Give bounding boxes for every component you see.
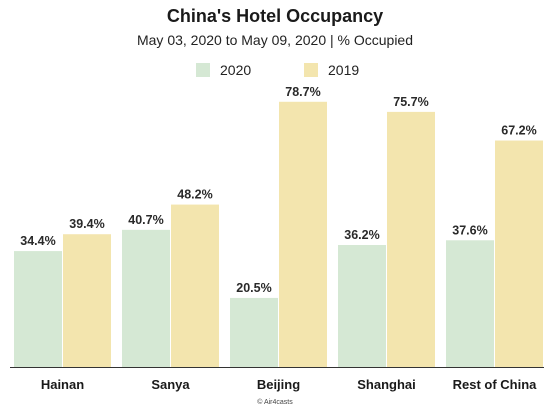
chart-title: China's Hotel Occupancy — [166, 6, 384, 26]
bar-sanya-2019 — [171, 204, 219, 367]
bar-shanghai-2020 — [338, 245, 386, 367]
data-label-rest-of-china-2019: 67.2% — [501, 124, 536, 138]
data-label-shanghai-2019: 75.7% — [393, 95, 428, 109]
legend-label-2019: 2019 — [328, 62, 360, 78]
data-label-shanghai-2020: 36.2% — [344, 228, 379, 242]
bar-beijing-2020 — [230, 297, 278, 367]
x-tick-label-beijing: Beijing — [257, 377, 300, 392]
bar-rest-of-china-2020 — [446, 240, 494, 367]
bar-hainan-2019 — [63, 234, 111, 367]
x-tick-label-hainan: Hainan — [41, 377, 84, 392]
data-label-rest-of-china-2020: 37.6% — [452, 223, 487, 237]
legend-label-2020: 2020 — [220, 62, 252, 78]
bar-beijing-2019 — [279, 101, 327, 367]
legend-item-2020: 2020 — [196, 62, 251, 78]
data-label-hainan-2019: 39.4% — [69, 217, 104, 231]
legend-swatch-2020 — [196, 63, 210, 77]
x-tick-label-rest-of-china: Rest of China — [453, 377, 538, 392]
x-tick-label-shanghai: Shanghai — [357, 377, 416, 392]
bar-shanghai-2019 — [387, 111, 435, 368]
legend: 2020 2019 — [0, 62, 550, 80]
legend-swatch-2019 — [304, 63, 318, 77]
bar-sanya-2020 — [122, 229, 170, 367]
data-label-beijing-2020: 20.5% — [236, 281, 271, 295]
credit-text: © Air4casts — [257, 399, 293, 406]
data-label-beijing-2019: 78.7% — [285, 85, 320, 99]
x-tick-label-sanya: Sanya — [151, 377, 190, 392]
data-label-hainan-2020: 34.4% — [20, 234, 55, 248]
legend-item-2019: 2019 — [304, 62, 359, 78]
chart-subtitle: May 03, 2020 to May 09, 2020 | % Occupie… — [136, 32, 414, 48]
bar-hainan-2020 — [14, 251, 62, 367]
data-label-sanya-2020: 40.7% — [128, 213, 163, 227]
data-label-sanya-2019: 48.2% — [177, 188, 212, 202]
bar-rest-of-china-2019 — [495, 140, 543, 367]
